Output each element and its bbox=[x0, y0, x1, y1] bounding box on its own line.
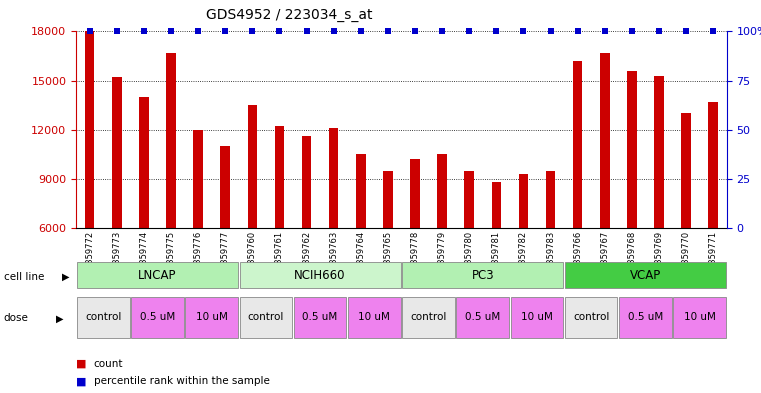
Bar bbox=[492, 182, 501, 228]
Bar bbox=[681, 113, 691, 228]
Bar bbox=[247, 105, 257, 228]
Text: count: count bbox=[94, 358, 123, 369]
Bar bbox=[673, 297, 726, 338]
Bar bbox=[348, 297, 400, 338]
Bar bbox=[112, 77, 122, 228]
Bar bbox=[240, 263, 400, 288]
Text: control: control bbox=[247, 312, 284, 322]
Text: PC3: PC3 bbox=[472, 268, 494, 282]
Bar bbox=[166, 53, 176, 228]
Text: ▶: ▶ bbox=[62, 272, 70, 282]
Bar bbox=[294, 297, 346, 338]
Bar bbox=[302, 136, 311, 228]
Text: 10 uM: 10 uM bbox=[196, 312, 228, 322]
Bar bbox=[186, 297, 238, 338]
Text: 0.5 uM: 0.5 uM bbox=[140, 312, 175, 322]
Bar bbox=[464, 171, 474, 228]
Bar bbox=[403, 297, 455, 338]
Text: 10 uM: 10 uM bbox=[358, 312, 390, 322]
Text: cell line: cell line bbox=[4, 272, 44, 282]
Bar bbox=[565, 297, 617, 338]
Text: GDS4952 / 223034_s_at: GDS4952 / 223034_s_at bbox=[206, 8, 372, 22]
Bar bbox=[240, 297, 292, 338]
Text: control: control bbox=[85, 312, 122, 322]
Text: 10 uM: 10 uM bbox=[521, 312, 553, 322]
Bar bbox=[627, 71, 637, 228]
Text: 0.5 uM: 0.5 uM bbox=[302, 312, 338, 322]
Bar bbox=[619, 297, 672, 338]
Text: 0.5 uM: 0.5 uM bbox=[465, 312, 501, 322]
Bar bbox=[77, 297, 129, 338]
Bar bbox=[457, 297, 509, 338]
Text: VCAP: VCAP bbox=[630, 268, 661, 282]
Bar bbox=[329, 128, 339, 228]
Text: NCIH660: NCIH660 bbox=[295, 268, 345, 282]
Bar bbox=[383, 171, 393, 228]
Bar bbox=[410, 159, 420, 228]
Bar bbox=[511, 297, 563, 338]
Bar bbox=[275, 127, 284, 228]
Bar bbox=[403, 263, 563, 288]
Bar bbox=[221, 146, 230, 228]
Bar bbox=[85, 31, 94, 228]
Bar bbox=[77, 263, 238, 288]
Bar bbox=[708, 102, 718, 228]
Bar bbox=[438, 154, 447, 228]
Bar bbox=[131, 297, 183, 338]
Bar bbox=[573, 61, 582, 228]
Text: 10 uM: 10 uM bbox=[683, 312, 715, 322]
Bar bbox=[546, 171, 556, 228]
Bar bbox=[193, 130, 203, 228]
Bar bbox=[654, 75, 664, 228]
Text: ■: ■ bbox=[76, 358, 87, 369]
Bar bbox=[600, 53, 610, 228]
Text: dose: dose bbox=[4, 313, 29, 323]
Text: 0.5 uM: 0.5 uM bbox=[628, 312, 663, 322]
Bar bbox=[356, 154, 365, 228]
Bar bbox=[565, 263, 726, 288]
Text: LNCAP: LNCAP bbox=[139, 268, 177, 282]
Text: ▶: ▶ bbox=[56, 313, 63, 323]
Text: percentile rank within the sample: percentile rank within the sample bbox=[94, 376, 269, 386]
Bar bbox=[139, 97, 148, 228]
Text: control: control bbox=[573, 312, 610, 322]
Bar bbox=[519, 174, 528, 228]
Text: ■: ■ bbox=[76, 376, 87, 386]
Text: control: control bbox=[410, 312, 447, 322]
